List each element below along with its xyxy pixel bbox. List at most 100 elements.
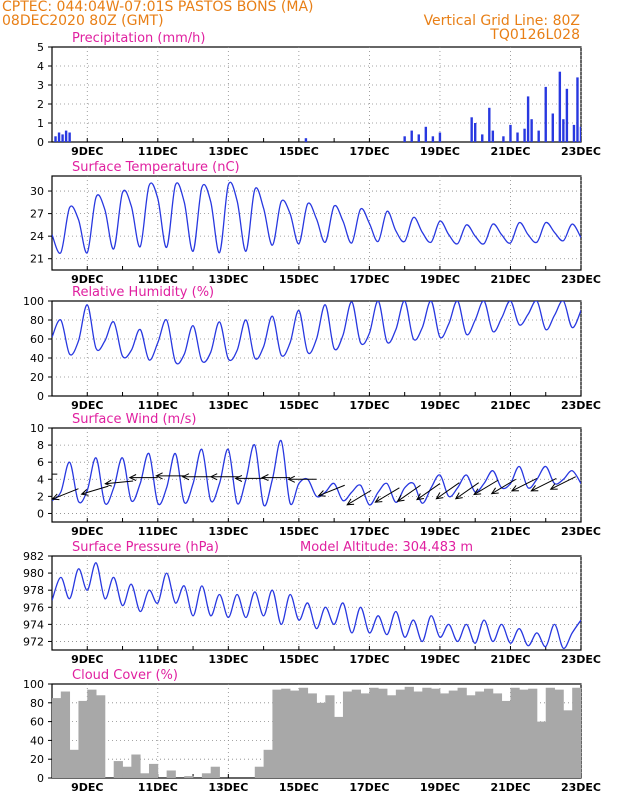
- cloud-bar: [422, 687, 432, 778]
- x-tick-label: 21DEC: [490, 145, 530, 158]
- y-tick-label: 60: [30, 716, 44, 729]
- x-tick-label: 11DEC: [138, 273, 178, 286]
- cloud-bar: [342, 691, 353, 778]
- y-tick-label: 80: [30, 314, 44, 327]
- pressure-panel: Surface Pressure (hPa) Model Altitude: 30…: [23, 540, 601, 666]
- wind-arrow: [416, 483, 441, 501]
- precip-bar: [565, 88, 569, 142]
- wind-arrow: [490, 478, 517, 495]
- y-tick-label: 5: [37, 41, 44, 54]
- x-tick-label: 15DEC: [279, 145, 319, 158]
- wind-arrow: [128, 474, 158, 482]
- x-tick-label: 15DEC: [279, 273, 319, 286]
- cloud-bar: [466, 695, 476, 778]
- header-location: CPTEC: 044:04W-07:01S PASTOS BONS (MA): [2, 0, 314, 15]
- precip-bar: [61, 134, 64, 142]
- precip-bar: [438, 132, 442, 142]
- y-tick-label: 1: [37, 117, 44, 130]
- wind-arrow: [234, 474, 264, 482]
- x-tick-label: 17DEC: [349, 781, 389, 794]
- x-tick-label: 9DEC: [71, 399, 103, 412]
- wind-arrow: [396, 484, 421, 502]
- x-tick-label: 23DEC: [561, 145, 601, 158]
- precip-bar: [562, 119, 565, 142]
- x-tick-label: 17DEC: [349, 273, 389, 286]
- header-run-time: 08DEC2020 80Z (GMT): [2, 13, 164, 29]
- x-tick-label: 15DEC: [279, 399, 319, 412]
- cloud-bar: [316, 702, 326, 778]
- humidity-panel: Relative Humidity (%) 9DEC 11DEC 13DEC 15DEC…: [23, 285, 601, 412]
- cloud-bar: [52, 698, 62, 778]
- y-tick-label: 2: [37, 98, 44, 111]
- wind-arrow: [510, 477, 538, 492]
- cloud-bar: [378, 688, 388, 778]
- cloud-bar: [113, 761, 123, 778]
- y-tick-label: 0: [37, 136, 44, 149]
- header-code: TQ0126L028: [490, 27, 580, 43]
- precip-bar: [558, 71, 562, 142]
- x-tick-label: 11DEC: [138, 781, 178, 794]
- plot-frame: [51, 427, 582, 523]
- wind-arrow: [287, 475, 317, 483]
- y-tick-label: 4: [37, 60, 44, 73]
- x-tick-label: 9DEC: [71, 525, 103, 538]
- panel-title: Precipitation (mm/h): [72, 31, 205, 46]
- panel-title: Surface Wind (m/s): [72, 412, 196, 427]
- cloud-bar: [272, 689, 282, 778]
- x-tick-label: 23DEC: [561, 273, 601, 286]
- precip-bar: [54, 136, 57, 142]
- x-tick-label: 23DEC: [561, 653, 601, 666]
- y-tick-label: 100: [23, 678, 44, 691]
- wind-arrow: [374, 487, 400, 503]
- wind-arrow: [52, 488, 79, 501]
- panel-subtitle: Model Altitude: 304.483 m: [300, 540, 473, 555]
- plot-frame: [51, 300, 582, 397]
- precip-bar: [410, 130, 413, 142]
- y-tick-label: 978: [23, 584, 44, 597]
- y-tick-label: 80: [30, 697, 44, 710]
- y-tick-label: 20: [30, 371, 44, 384]
- cloud-bar: [78, 700, 88, 778]
- cloud-bar: [545, 687, 555, 778]
- wind-arrow: [209, 473, 239, 481]
- wind-arrow: [454, 482, 480, 500]
- panel-title: Relative Humidity (%): [72, 285, 214, 300]
- x-tick-label: 15DEC: [279, 653, 319, 666]
- series-group: [54, 71, 581, 142]
- precip-bar: [57, 132, 61, 142]
- series-group: [52, 301, 581, 365]
- x-tick-label: 23DEC: [561, 781, 601, 794]
- y-tick-label: 3: [37, 79, 44, 92]
- wind-arrow: [473, 479, 499, 496]
- y-tick-label: 976: [23, 601, 44, 614]
- cloud-bar: [404, 686, 414, 778]
- precip-bar: [64, 130, 68, 142]
- cloud-bar: [581, 689, 590, 778]
- y-tick-label: 8: [37, 439, 44, 452]
- x-tick-label: 17DEC: [349, 525, 389, 538]
- wind-arrow: [317, 484, 345, 497]
- cloud-cover-panel: Cloud Cover (%) 9DEC 11DEC 13DEC 15DEC 17DEC 1…: [23, 668, 601, 794]
- x-tick-label: 19DEC: [420, 653, 460, 666]
- x-tick-label: 19DEC: [420, 273, 460, 286]
- precip-bar: [68, 132, 71, 142]
- x-tick-label: 19DEC: [420, 145, 460, 158]
- x-tick-label: 19DEC: [420, 781, 460, 794]
- y-tick-label: 982: [23, 550, 44, 563]
- panel-title: Surface Temperature (nC): [72, 160, 240, 175]
- cloud-bar: [448, 690, 458, 778]
- precip-bar: [526, 96, 530, 142]
- x-tick-label: 21DEC: [490, 399, 530, 412]
- x-tick-label: 9DEC: [71, 145, 103, 158]
- cloud-bar: [325, 695, 335, 778]
- y-tick-label: 0: [37, 390, 44, 403]
- precip-bar: [481, 134, 484, 142]
- x-tick-label: 21DEC: [490, 653, 530, 666]
- x-tick-label: 9DEC: [71, 273, 103, 286]
- precip-bar: [304, 138, 308, 142]
- cloud-bar: [122, 766, 132, 778]
- series-group: [52, 562, 581, 649]
- cloud-bar: [263, 749, 273, 778]
- x-tick-label: 23DEC: [561, 399, 601, 412]
